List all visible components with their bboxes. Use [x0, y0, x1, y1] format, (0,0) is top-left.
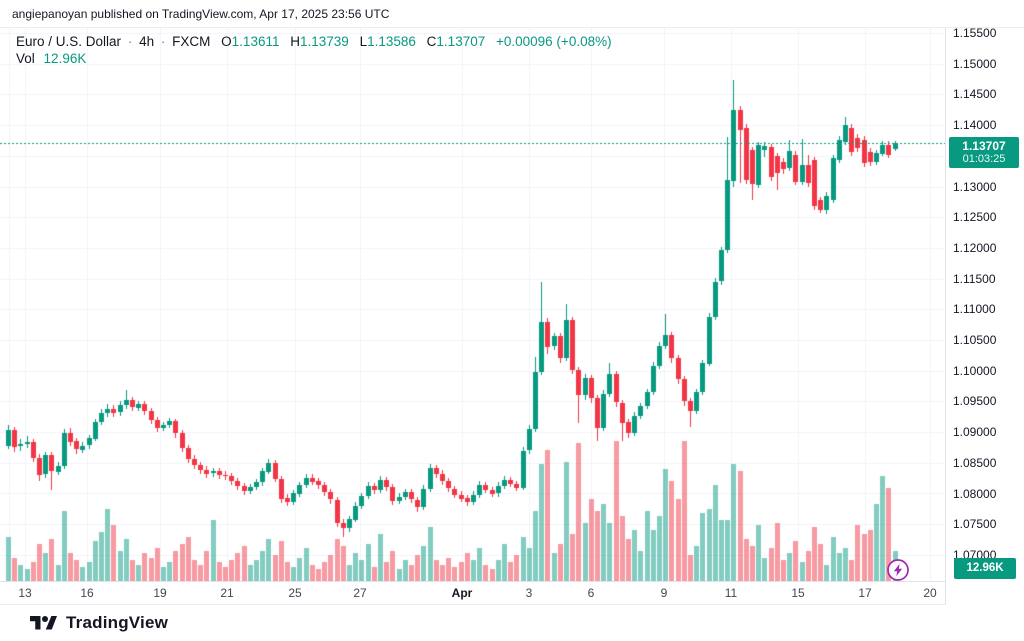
time-axis-label: 6 — [587, 586, 595, 600]
time-axis-label: Apr — [451, 586, 473, 600]
time-axis-label: 3 — [525, 586, 533, 600]
time-axis-label: 19 — [153, 586, 167, 600]
last-price-value: 1.13707 — [962, 139, 1006, 153]
symbol-title: Euro / U.S. Dollar — [16, 34, 122, 49]
price-axis-label: 1.10500 — [953, 333, 997, 347]
separator: · — [160, 34, 166, 49]
price-axis[interactable]: 1.07000 1.07500 1.08000 1.08500 1.09000 1.095… — [945, 26, 1024, 605]
attribution-bar: angiepanoyan published on TradingView.co… — [0, 0, 1024, 28]
separator: · — [127, 34, 133, 49]
time-axis-label: 15 — [791, 586, 805, 600]
tradingview-logo[interactable] — [30, 613, 57, 634]
low-label: L — [359, 34, 368, 49]
close-value: 1.13707 — [436, 34, 486, 49]
attribution-text[interactable]: angiepanoyan published on TradingView.co… — [12, 6, 390, 21]
price-axis-label: 1.10000 — [953, 363, 997, 378]
volume-value: 12.96K — [43, 51, 87, 66]
bar-countdown: 01:03:25 — [962, 153, 1006, 165]
legend-volume-row: Vol 12.96K — [16, 50, 612, 67]
boost-flash-button[interactable] — [886, 558, 910, 582]
chart-area: Euro / U.S. Dollar · 4h · FXCM O1.13611 … — [0, 26, 1024, 605]
footer: TradingView — [0, 605, 1024, 641]
high-value: 1.13739 — [300, 34, 349, 49]
open-value: 1.13611 — [231, 34, 280, 49]
volume-label: Vol — [16, 51, 35, 66]
candlestick-chart-canvas[interactable] — [0, 28, 945, 581]
price-axis-label: 1.14000 — [953, 118, 997, 133]
interval-label: 4h — [139, 34, 155, 49]
time-axis-label: 27 — [353, 586, 367, 600]
chart-legend: Euro / U.S. Dollar · 4h · FXCM O1.13611 … — [16, 33, 612, 67]
price-axis-label: 1.12500 — [953, 210, 997, 225]
time-axis-label: 13 — [18, 586, 32, 600]
time-axis-label: 16 — [80, 586, 94, 600]
price-axis-label: 1.09000 — [953, 425, 997, 440]
price-axis-label: 1.14500 — [953, 87, 997, 102]
change-value: +0.00096 (+0.08%) — [496, 34, 612, 49]
last-price-badge: 1.13707 01:03:25 — [949, 137, 1019, 168]
low-value: 1.13586 — [367, 34, 416, 49]
exchange-label: FXCM — [172, 34, 211, 49]
time-axis-label: 20 — [923, 586, 937, 600]
price-axis-label: 1.08000 — [953, 486, 997, 501]
price-axis-label: 1.13000 — [953, 179, 997, 194]
price-axis-label: 1.12000 — [953, 240, 997, 255]
volume-badge: 12.96K — [954, 558, 1016, 579]
close-label: C — [426, 34, 437, 49]
time-axis-label: 11 — [724, 586, 738, 600]
price-axis-label: 1.15000 — [953, 56, 997, 71]
time-axis-label: 25 — [288, 586, 302, 600]
high-label: H — [290, 34, 300, 49]
price-axis-label: 1.11500 — [953, 271, 996, 286]
lightning-bolt-icon — [887, 559, 909, 581]
price-axis-label: 1.11000 — [953, 302, 996, 317]
price-axis-label: 1.07500 — [953, 517, 997, 532]
legend-symbol-row: Euro / U.S. Dollar · 4h · FXCM O1.13611 … — [16, 33, 612, 50]
price-axis-label: 1.15500 — [953, 26, 997, 40]
time-axis-label: 17 — [858, 586, 872, 600]
open-label: O — [221, 34, 232, 49]
time-axis[interactable]: 13 16 19 21 25 27 Apr 3 6 9 11 15 17 20 — [0, 581, 945, 605]
price-axis-label: 1.08500 — [953, 455, 997, 470]
time-axis-label: 21 — [220, 586, 234, 600]
brand-wordmark[interactable]: TradingView — [66, 613, 169, 632]
price-axis-label: 1.09500 — [953, 394, 997, 409]
time-axis-label: 9 — [660, 586, 668, 600]
